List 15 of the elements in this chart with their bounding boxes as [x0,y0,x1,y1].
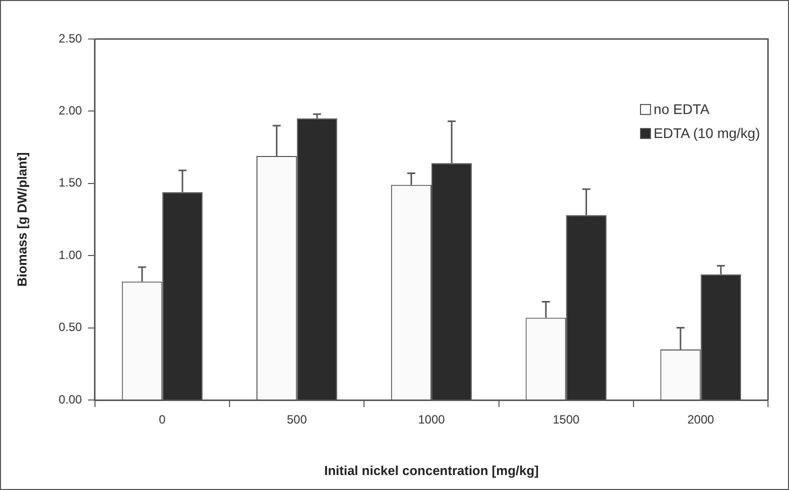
y-tick-label: 1.00 [58,248,82,262]
x-tick-label: 0 [158,412,166,427]
x-tick-label: 1000 [418,412,446,427]
legend-label: EDTA (10 mg/kg) [654,124,760,143]
x-tick-label: 1500 [552,412,580,427]
x-axis-title: Initial nickel concentration [mg/kg] [324,462,539,478]
y-tick-label: 0.00 [58,392,82,406]
x-tick-label: 2000 [687,412,714,427]
y-tick-label: 0.50 [58,320,82,334]
legend-label: no EDTA [654,100,710,119]
x-tick-label: 500 [286,412,308,427]
y-tick-label: 2.00 [58,104,82,118]
y-axis-title: Biomass [g DW/plant] [14,152,30,287]
y-tick-label: 1.50 [58,176,82,190]
y-tick-label: 2.50 [58,31,82,46]
